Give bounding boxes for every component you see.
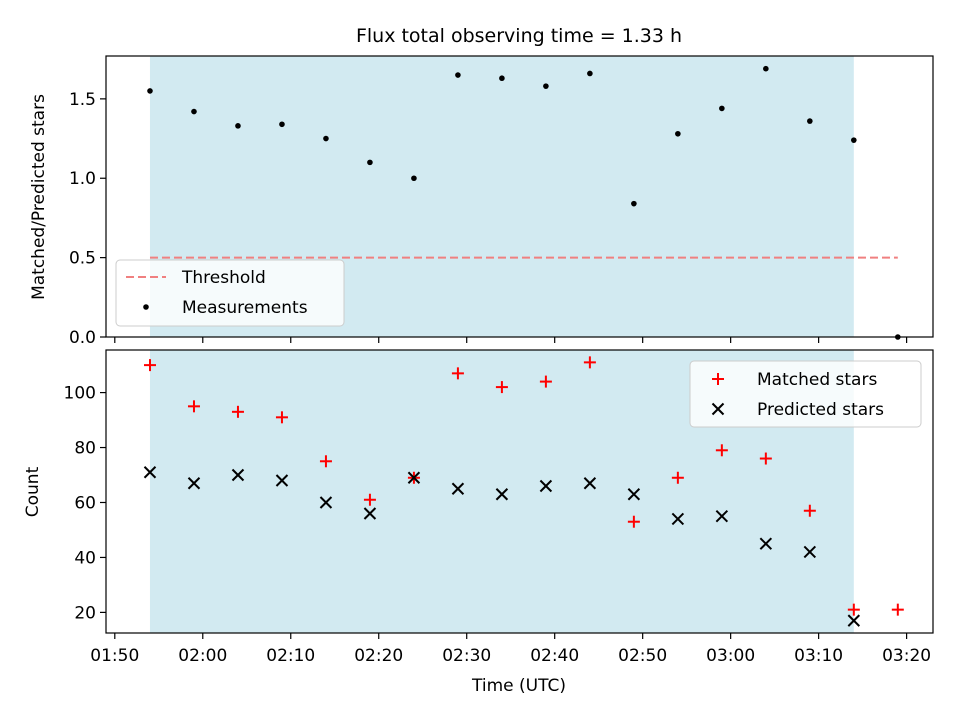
measurement-point: [719, 105, 725, 112]
predicted-star-marker: [583, 477, 597, 490]
top-y-tick-label: 1.0: [69, 169, 96, 189]
bottom-x-axis: 01:50 02:00 02:10 02:20 02:30 02:40 02:50 03:00…: [90, 633, 931, 666]
measurement-point: [367, 159, 373, 166]
top-legend-box: [115, 259, 345, 327]
matched-star-marker: [891, 603, 904, 616]
bottom-x-tick-label: 03:20: [882, 646, 931, 666]
predicted-star-marker: [627, 488, 641, 501]
bottom-x-tick-label: 02:00: [178, 646, 227, 666]
bottom-y-tick-label: 20: [74, 603, 96, 623]
predicted-star-marker: [407, 471, 421, 484]
legend-matched-marker: [712, 373, 724, 385]
matched-star-marker: [847, 603, 860, 616]
top-y-tick-label: 1.5: [69, 90, 96, 110]
bottom-x-tick-label: 01:50: [90, 646, 139, 666]
predicted-star-marker: [275, 474, 289, 487]
x-axis-label: Time (UTC): [471, 676, 566, 696]
measurement-point: [191, 108, 197, 115]
predicted-star-marker: [143, 466, 157, 479]
predicted-star-marker: [803, 545, 817, 559]
predicted-star-marker: [319, 496, 333, 509]
bottom-legend-box: [689, 360, 922, 428]
bottom-y-tick-label: 60: [74, 493, 96, 513]
measurement-point: [411, 175, 417, 182]
predicted-star-marker: [495, 488, 509, 501]
measurement-point: [455, 72, 461, 78]
top-panel: 0.0 0.5 1.0 1.5 Matched/Predicted stars Thr…: [29, 55, 934, 348]
bottom-x-tick-label: 03:00: [706, 646, 755, 666]
measurement-point: [851, 137, 857, 143]
measurement-point: [675, 130, 681, 137]
bottom-y-tick-label: 40: [74, 548, 96, 568]
legend-predicted-marker: [711, 402, 725, 416]
matched-star-marker: [759, 452, 772, 465]
matched-star-marker: [231, 405, 244, 418]
predicted-star-marker: [759, 537, 773, 550]
top-x-axis: [114, 337, 908, 343]
bottom-plot-frame: [105, 349, 934, 634]
bottom-y-axis: 20 40 60 80 100: [64, 384, 106, 623]
matched-star-marker: [363, 493, 376, 506]
bottom-y-tick-label: 100: [64, 384, 96, 404]
predicted-star-marker: [847, 614, 861, 627]
legend-matched-label: Matched stars: [757, 370, 877, 390]
matched-star-marker: [451, 367, 464, 380]
legend-predicted-swatch: [711, 402, 725, 416]
matched-star-marker: [495, 381, 508, 394]
measurement-points: [147, 65, 901, 340]
measurement-point: [323, 135, 329, 142]
measurement-point: [587, 70, 593, 77]
matched-star-marker: [583, 356, 596, 369]
top-y-axis-label: Matched/Predicted stars: [29, 94, 49, 300]
figure-title: Flux total observing time = 1.33 h: [356, 25, 682, 47]
top-y-tick-label: 0.0: [69, 328, 96, 348]
predicted-star-marker: [451, 482, 465, 495]
bottom-panel: 20 40 60 80 100 01:50 02:00 02:10 02:20 02:30 02:…: [23, 349, 934, 696]
bottom-y-axis-label: Count: [23, 466, 43, 517]
bottom-x-tick-label: 02:20: [354, 646, 403, 666]
top-plot-frame: [105, 55, 934, 338]
bottom-x-tick-label: 02:40: [530, 646, 579, 666]
legend-measurements-swatch: [143, 304, 149, 310]
matched-star-marker: [803, 504, 816, 517]
bottom-x-tick-label: 02:50: [618, 646, 667, 666]
matched-star-marker: [319, 455, 332, 468]
matched-star-marker: [671, 471, 684, 484]
matched-stars-points: [143, 356, 904, 616]
legend-threshold-label: Threshold: [181, 268, 266, 288]
matched-star-marker: [627, 515, 640, 528]
predicted-star-marker: [187, 477, 201, 490]
predicted-star-marker: [231, 468, 245, 482]
bottom-y-tick-label: 80: [74, 439, 96, 459]
legend-measurements-label: Measurements: [182, 298, 308, 318]
bottom-x-tick-label: 03:10: [794, 646, 843, 666]
predicted-star-marker: [715, 510, 729, 523]
bottom-x-tick-label: 02:30: [442, 646, 491, 666]
bottom-x-tick-label: 02:10: [266, 646, 315, 666]
top-y-axis: 0.0 0.5 1.0 1.5: [69, 90, 106, 348]
predicted-stars-points: [143, 466, 861, 627]
matched-star-marker: [539, 375, 552, 388]
predicted-star-marker: [363, 507, 377, 520]
matched-star-marker: [143, 359, 156, 372]
measurement-point: [235, 123, 241, 129]
measurement-point: [631, 200, 637, 207]
measurement-point: [279, 121, 285, 128]
predicted-star-marker: [539, 479, 553, 493]
matched-star-marker: [187, 400, 200, 413]
legend-matched-swatch: [712, 373, 724, 385]
bottom-legend: Matched stars Predicted stars: [689, 360, 922, 428]
top-legend: Threshold Measurements: [115, 259, 345, 327]
top-y-tick-label: 0.5: [69, 249, 96, 269]
measurement-point: [807, 118, 813, 124]
measurement-point: [147, 88, 153, 94]
measurement-point: [763, 65, 769, 72]
measurement-point: [543, 83, 549, 89]
measurement-point: [499, 75, 505, 82]
matched-star-marker: [275, 411, 288, 424]
legend-predicted-label: Predicted stars: [757, 400, 884, 420]
matched-star-marker: [715, 444, 728, 457]
predicted-star-marker: [671, 512, 685, 526]
